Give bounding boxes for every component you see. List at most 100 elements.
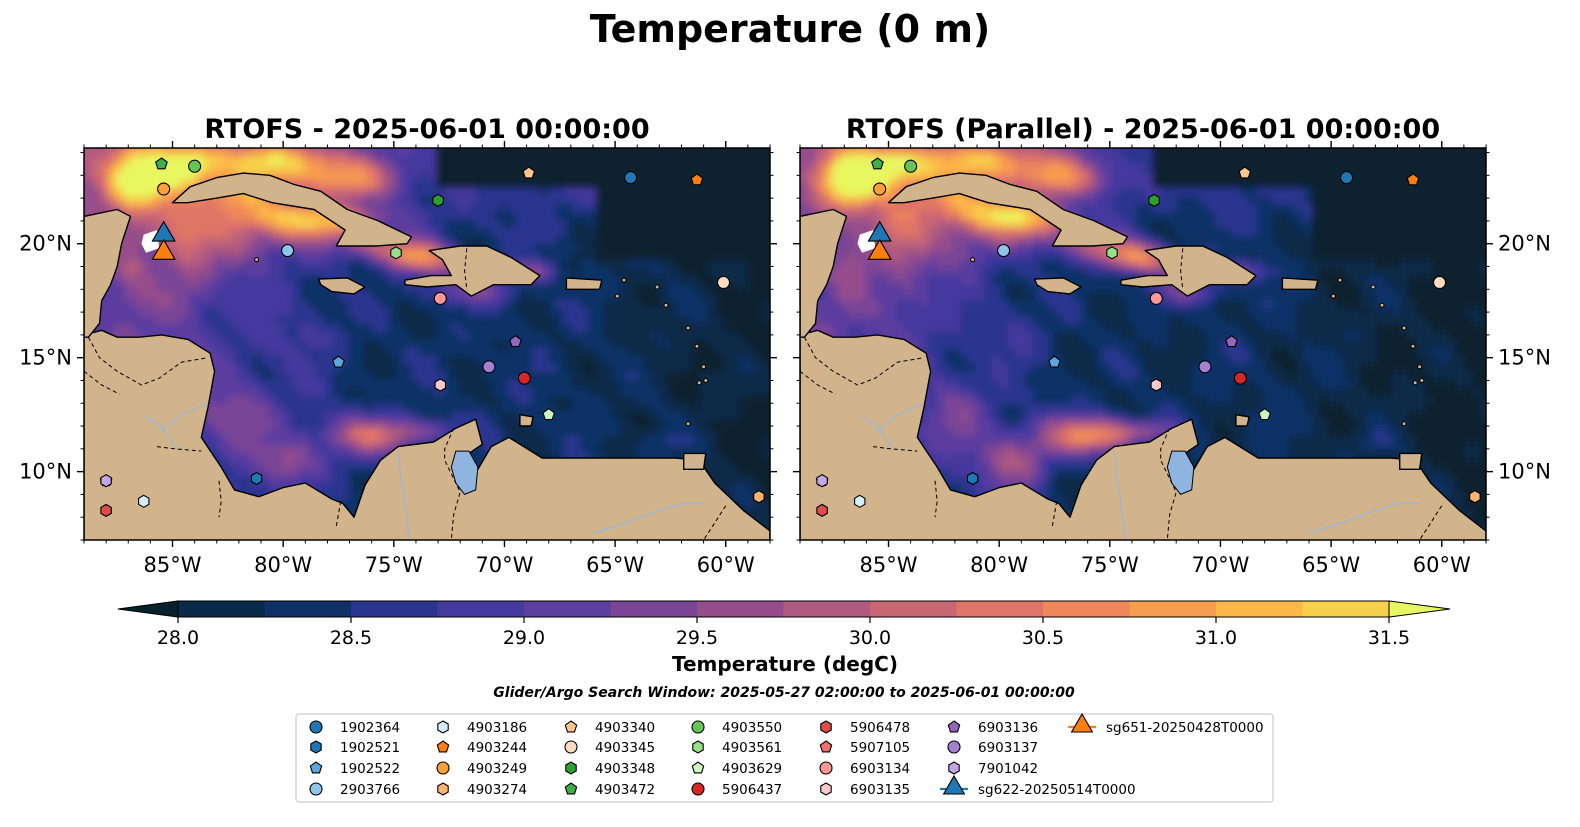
float-marker-4903186 — [437, 720, 449, 734]
x-tick-label: 65°W — [586, 553, 644, 577]
axis-ticks-rtofs: 85°W 80°W 75°W 70°W 65°W 60°W 10°N 15°N 20°N — [19, 141, 777, 577]
legend-label: 5907105 — [850, 740, 910, 756]
colorbar-segment — [264, 601, 352, 617]
legend-label: 1902364 — [340, 720, 400, 736]
colorbar-label: Temperature (degC) — [672, 652, 898, 676]
float-marker-5906437 — [517, 371, 531, 385]
land-mask-rtofs-parallel — [800, 172, 1486, 540]
x-tick-label: 65°W — [1302, 553, 1360, 577]
colorbar-segment — [610, 601, 698, 617]
legend-item-7901042: 7901042 — [948, 761, 1038, 777]
colorbar-segment — [351, 601, 438, 617]
float-marker-4903244 — [690, 173, 704, 186]
x-tick-label: 85°W — [144, 553, 202, 577]
float-marker-4903244 — [1406, 173, 1420, 186]
float-marker-1902522 — [1048, 355, 1061, 368]
colorbar-tick-label: 30.5 — [1022, 627, 1064, 649]
x-tick-label: 60°W — [697, 553, 755, 577]
legend-item-1902522: 1902522 — [309, 761, 400, 777]
legend-label: 7901042 — [978, 761, 1038, 777]
float-marker-1902364 — [624, 171, 638, 185]
legend-item-6903135: 6903135 — [820, 782, 910, 798]
float-marker-4903629 — [691, 761, 705, 774]
map-panel-rtofs-parallel: RTOFS (Parallel) - 2025-06-01 00:00:00 8… — [793, 114, 1551, 577]
float-marker-4903348 — [432, 193, 444, 208]
float-marker-1902521 — [250, 471, 263, 486]
legend-item-4903472: 4903472 — [564, 782, 655, 798]
legend-label: 4903550 — [722, 720, 782, 736]
colorbar-segment — [178, 601, 265, 617]
map-frame-rtofs — [83, 147, 771, 541]
colorbar-segment — [697, 601, 784, 617]
legend-item-4903629: 4903629 — [691, 761, 782, 777]
float-marker-sg622-20250514T0000 — [942, 774, 966, 795]
float-marker-5907105 — [819, 740, 833, 753]
y-tick-label: 10°N — [19, 460, 72, 484]
colorbar-tick-label: 28.0 — [157, 627, 199, 649]
colorbar-tick-label: 31.5 — [1368, 627, 1410, 649]
legend-item-4903348: 4903348 — [565, 761, 655, 777]
float-marker-4903340 — [522, 166, 536, 179]
legend-label: 4903274 — [467, 782, 527, 798]
x-tick-label: 80°W — [970, 553, 1028, 577]
legend-box — [295, 713, 1274, 803]
legend-item-4903249: 4903249 — [436, 761, 527, 777]
colorbar-tick-label: 28.5 — [330, 627, 372, 649]
x-tick-label: 75°W — [365, 553, 423, 577]
float-marker-6903134 — [819, 761, 833, 775]
colorbar-segment — [956, 601, 1044, 617]
x-tick-label: 70°W — [1191, 553, 1249, 577]
float-marker-1902522 — [309, 761, 323, 774]
legend-item-4903244: 4903244 — [436, 740, 527, 756]
float-marker-sg651-20250428T0000 — [151, 238, 176, 260]
colorbar-tick-label: 29.5 — [676, 627, 718, 649]
legend-item-4903340: 4903340 — [564, 720, 655, 736]
legend-label: 6903134 — [850, 761, 910, 777]
float-marker-4903244 — [436, 740, 450, 753]
legend-item-6903137: 6903137 — [947, 740, 1038, 756]
float-marker-6903137 — [947, 740, 961, 754]
colorbar-tick-label: 29.0 — [503, 627, 545, 649]
panel-title-rtofs: RTOFS - 2025-06-01 00:00:00 — [204, 114, 649, 145]
legend-label: 1902522 — [340, 761, 400, 777]
x-tick-label: 70°W — [475, 553, 533, 577]
float-marker-4903274 — [1469, 490, 1481, 504]
float-marker-6903137 — [482, 360, 496, 374]
land-mask-rtofs — [84, 172, 770, 540]
float-marker-6903134 — [1149, 291, 1163, 305]
float-marker-4903340 — [564, 720, 578, 733]
legend-label: 4903561 — [722, 740, 782, 756]
float-marker-6903135 — [820, 782, 832, 796]
legend-label: 6903136 — [978, 720, 1038, 736]
float-marker-4903249 — [436, 761, 450, 775]
float-marker-6903135 — [1150, 378, 1163, 392]
y-tick-label: 15°N — [19, 346, 72, 370]
float-marker-4903550 — [691, 720, 705, 734]
float-marker-4903274 — [753, 490, 765, 504]
legend-label: 4903348 — [595, 761, 655, 777]
float-marker-4903550 — [188, 159, 202, 173]
float-marker-4903345 — [716, 275, 731, 290]
legend-label: 6903137 — [978, 740, 1038, 756]
colorbar-under-arrow — [117, 600, 179, 618]
map-frame-rtofs-parallel — [799, 147, 1487, 541]
float-marker-4903472 — [564, 782, 578, 795]
float-marker-6903136 — [509, 335, 522, 348]
float-marker-6903137 — [1198, 360, 1212, 374]
colorbar-tick-label: 31.0 — [1195, 627, 1237, 649]
legend-label: 1902521 — [340, 740, 400, 756]
map-panel-rtofs: RTOFS - 2025-06-01 00:00:00 85°W 80°W 75°W… — [19, 114, 777, 577]
legend-label: sg651-20250428T0000 — [1106, 720, 1264, 736]
y-tick-label: 20°N — [1498, 232, 1551, 256]
legend-item-4903186: 4903186 — [437, 720, 527, 736]
legend: 1902364 1902521 1902522 2903766 4903186 49032… — [309, 712, 1264, 798]
float-marker-7901042 — [816, 474, 828, 488]
float-markers-rtofs-parallel — [815, 157, 1481, 518]
legend-item-sg651-20250428T0000: sg651-20250428T0000 — [1068, 712, 1264, 736]
legend-item-2903766: 2903766 — [309, 782, 400, 798]
legend-label: 4903249 — [467, 761, 527, 777]
legend-label: 4903629 — [722, 761, 782, 777]
float-marker-2903766 — [997, 244, 1011, 258]
colorbar-over-arrow — [1388, 600, 1451, 618]
